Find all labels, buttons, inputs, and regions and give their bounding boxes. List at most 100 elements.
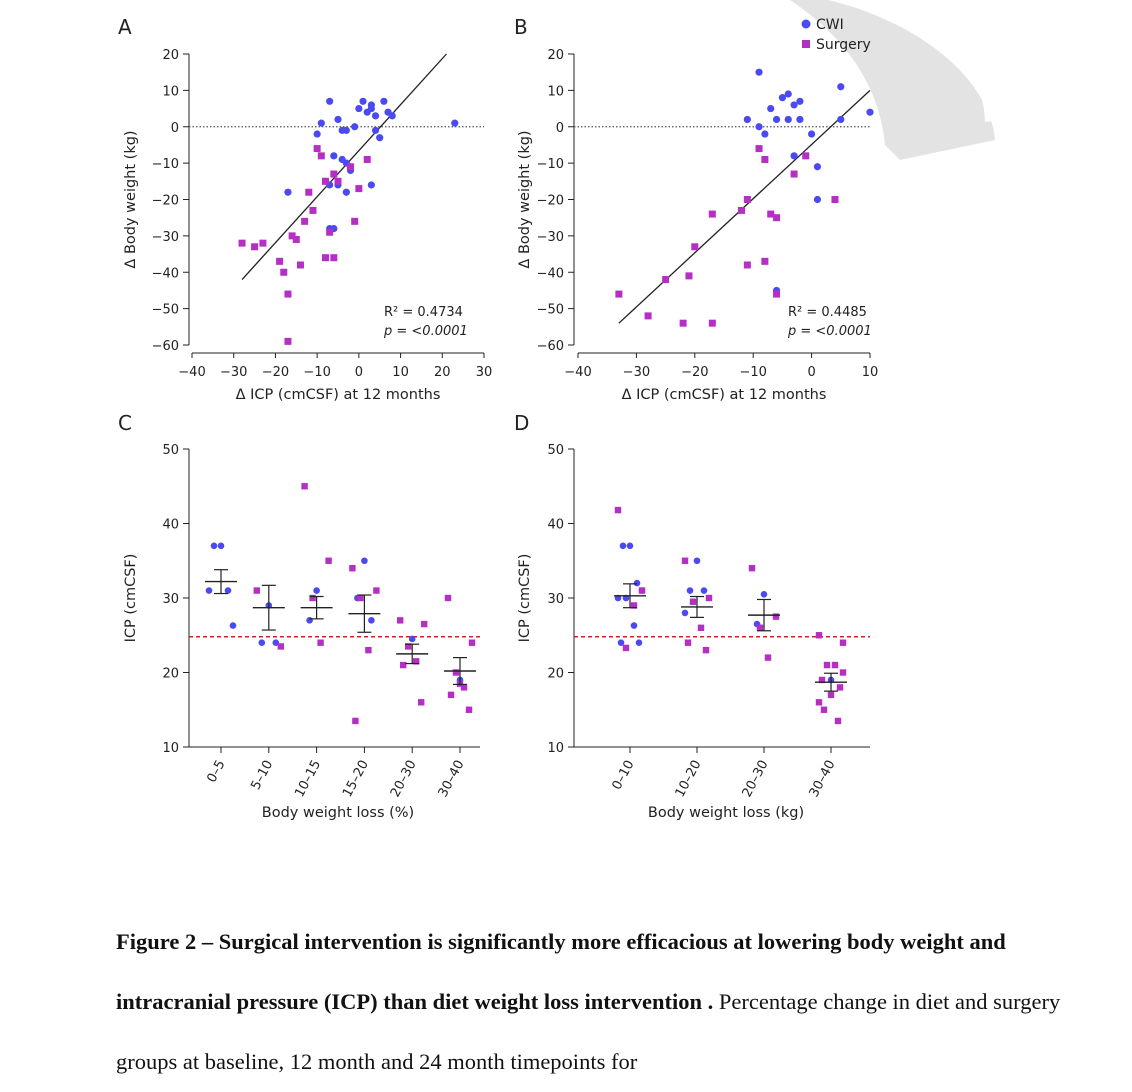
surgery-point (292, 236, 300, 244)
surgery-point (238, 239, 246, 247)
surgery-point (296, 261, 304, 269)
surgery-point (317, 152, 325, 160)
surgery-point (836, 684, 844, 691)
cwi-point (790, 152, 798, 160)
surgery-point (685, 272, 693, 280)
cwi-point (837, 115, 845, 124)
surgery-point (330, 170, 338, 178)
cwi-point (760, 590, 768, 598)
y-tick-label: 20 (547, 48, 564, 63)
surgery-point (790, 170, 798, 178)
surgery-point (284, 290, 292, 298)
cwi-point (837, 83, 845, 91)
surgery-point (681, 557, 689, 564)
surgery-point (326, 228, 334, 236)
surgery-point (772, 613, 780, 620)
cwi-point (796, 97, 804, 105)
surgery-point (421, 620, 428, 628)
x-tick-label: −30 (220, 365, 247, 380)
surgery-point (614, 506, 622, 514)
surgery-point (253, 587, 260, 594)
p-value-label: p = <0.0001 (787, 324, 872, 339)
surgery-point (697, 624, 705, 631)
cwi-point (633, 579, 641, 587)
r-squared-label: R² = 0.4734 (384, 305, 463, 320)
surgery-point (305, 188, 313, 196)
y-tick-label: −60 (537, 339, 564, 354)
surgery-point (827, 691, 835, 699)
surgery-point (363, 155, 371, 163)
y-tick-label: 10 (162, 84, 179, 99)
cwi-point (813, 163, 822, 171)
surgery-point (330, 254, 338, 262)
surgery-point (756, 624, 764, 631)
surgery-point (684, 639, 692, 646)
x-tick-label: −20 (262, 365, 289, 380)
y-tick-label: −20 (152, 194, 179, 209)
y-tick-label: −40 (537, 266, 564, 281)
x-tick-label: −20 (681, 365, 708, 380)
cwi-point (371, 112, 380, 120)
surgery-point (444, 594, 452, 602)
x-tick-label: 30 (476, 365, 493, 380)
surgery-point (831, 196, 839, 203)
surgery-point (738, 206, 746, 214)
surgery-point (288, 232, 296, 240)
surgery-point (831, 661, 839, 669)
cwi-point (778, 94, 787, 102)
surgery-point (622, 644, 630, 652)
y-tick-label: −10 (537, 157, 564, 172)
surgery-point (615, 290, 623, 298)
surgery-point (708, 319, 716, 327)
legend-surgery-label: Surgery (816, 37, 871, 53)
figure-caption: Figure 2 – Surgical intervention is sign… (116, 912, 1066, 1092)
surgery-point (313, 145, 321, 153)
regression-line (241, 53, 447, 280)
surgery-point (357, 594, 364, 602)
surgery-point (764, 654, 772, 661)
surgery-point (818, 676, 826, 684)
surgery-point (317, 639, 324, 646)
surgery-point (815, 699, 823, 706)
cwi-point (258, 639, 266, 646)
r-squared-label: R² = 0.4485 (788, 305, 867, 320)
surgery-point (755, 145, 763, 153)
cwi-point (317, 119, 325, 127)
cwi-point (866, 108, 874, 116)
legend-surgery-marker (802, 40, 810, 48)
cwi-point (380, 97, 388, 105)
cwi-point (700, 587, 708, 594)
x-tick-label: 30–40 (436, 758, 468, 800)
cwi-point (229, 622, 237, 629)
cwi-point (313, 587, 320, 594)
y-tick-label: 30 (162, 592, 179, 607)
surgery-point (689, 598, 697, 605)
cwi-point (784, 90, 792, 98)
cwi-point (808, 130, 816, 138)
surgery-point (365, 646, 372, 654)
surgery-point (708, 210, 716, 218)
surgery-point (748, 565, 756, 572)
x-tick-label: 0–10 (610, 758, 638, 793)
surgery-point (823, 661, 831, 669)
cwi-point (361, 557, 368, 565)
x-tick-label: 20 (434, 365, 451, 380)
regression-line (618, 89, 871, 324)
cwi-point (334, 115, 342, 124)
y-tick-label: 20 (162, 667, 179, 682)
x-tick-label: 10 (392, 365, 409, 380)
y-tick-label: −30 (537, 230, 564, 245)
y-axis-label: Δ Body weight (kg) (517, 130, 533, 268)
surgery-point (820, 706, 828, 713)
cwi-point (313, 130, 321, 138)
surgery-point (301, 217, 309, 225)
cwi-point (342, 126, 350, 134)
cwi-point (371, 126, 380, 134)
surgery-point (309, 206, 317, 214)
cwi-point (342, 188, 350, 196)
surgery-point (284, 337, 292, 345)
surgery-point (301, 483, 308, 490)
surgery-point (679, 319, 687, 327)
cwi-point (813, 195, 822, 204)
surgery-point (276, 257, 284, 265)
